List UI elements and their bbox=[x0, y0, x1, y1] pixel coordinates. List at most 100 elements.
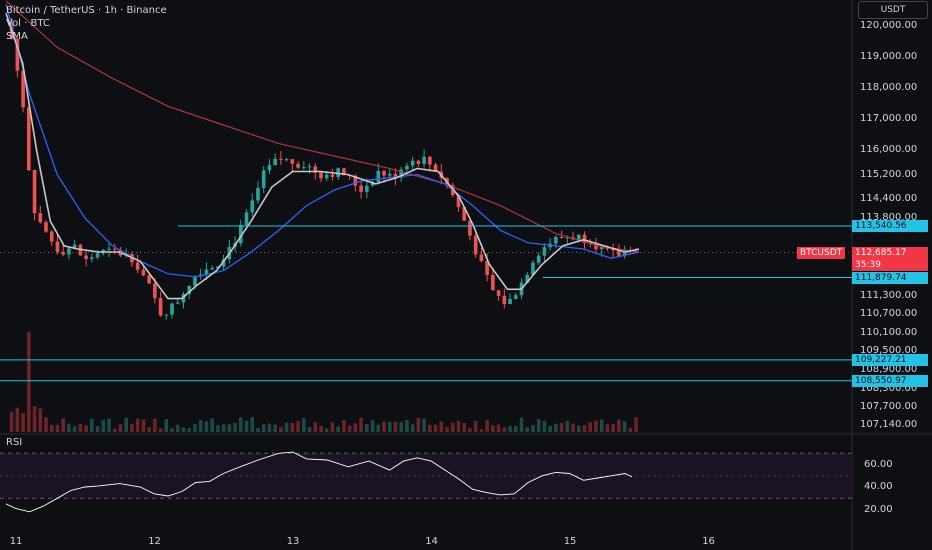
candle-body bbox=[216, 266, 220, 269]
volume-bar bbox=[330, 422, 335, 432]
volume-bar bbox=[175, 424, 180, 432]
candle-body bbox=[141, 269, 146, 276]
candle-body bbox=[508, 298, 512, 304]
candle-body bbox=[536, 255, 541, 263]
price-tick-label: 117,000.00 bbox=[860, 112, 918, 124]
volume-bar bbox=[67, 424, 71, 432]
candle-body bbox=[261, 170, 266, 188]
candle-body bbox=[617, 250, 621, 256]
candle-body bbox=[496, 290, 501, 296]
candle-body bbox=[468, 220, 472, 236]
sma-fast-line bbox=[5, 13, 640, 300]
volume-bar bbox=[559, 423, 564, 432]
candle-body bbox=[382, 170, 386, 176]
volume-bar bbox=[296, 421, 300, 432]
volume-bar bbox=[594, 420, 598, 432]
price-tick-label: 109,500.00 bbox=[860, 345, 918, 357]
price-tick-label: 113,800.00 bbox=[860, 212, 918, 223]
volume-bar bbox=[582, 425, 587, 432]
candle-body bbox=[238, 225, 243, 244]
volume-bar bbox=[605, 424, 610, 432]
candle-body bbox=[433, 164, 438, 172]
volume-bar bbox=[365, 424, 369, 432]
candle-body bbox=[112, 248, 117, 250]
candle-body bbox=[393, 173, 398, 178]
volume-bar bbox=[433, 424, 438, 432]
candle-body bbox=[542, 247, 547, 256]
volume-bar bbox=[450, 422, 455, 432]
candle-body bbox=[273, 158, 277, 166]
volume-bar bbox=[428, 424, 432, 432]
volume-legend: Vol · BTC bbox=[6, 18, 50, 29]
candle-body bbox=[153, 283, 157, 299]
volume-bar bbox=[342, 420, 346, 432]
volume-bar bbox=[554, 423, 558, 432]
candle-body bbox=[342, 168, 346, 175]
candle-body bbox=[49, 231, 54, 242]
price-tick-label: 107,140.00 bbox=[860, 418, 918, 430]
volume-bar bbox=[227, 423, 232, 432]
chart-legend: Bitcoin / TetherUS · 1h · Binance Vol · … bbox=[6, 4, 167, 43]
symbol-price-tag: BTCUSDT bbox=[797, 246, 846, 259]
volume-bar bbox=[576, 425, 581, 432]
candle-body bbox=[319, 172, 323, 179]
candle-body bbox=[313, 166, 318, 173]
volume-bar bbox=[542, 420, 547, 432]
volume-bar bbox=[353, 423, 358, 432]
volume-bar bbox=[181, 427, 186, 432]
level-price-tag: 113,540.56 bbox=[852, 220, 928, 233]
candle-body bbox=[422, 156, 426, 164]
price-tick-label: 116,000.00 bbox=[860, 143, 918, 155]
volume-bar bbox=[55, 424, 60, 432]
candle-body bbox=[428, 156, 432, 165]
volume-bar bbox=[359, 417, 363, 432]
volume-bar bbox=[147, 427, 151, 432]
candle-body bbox=[359, 185, 363, 192]
volume-bar bbox=[370, 420, 375, 432]
volume-bar bbox=[439, 421, 444, 432]
volume-bar bbox=[634, 417, 638, 432]
candle-body bbox=[175, 302, 180, 304]
candle-body bbox=[576, 234, 581, 240]
currency-selector-button[interactable]: USDT bbox=[858, 1, 928, 19]
candle-body bbox=[353, 175, 358, 186]
volume-bar bbox=[204, 421, 209, 432]
volume-bar bbox=[210, 418, 214, 432]
candle-body bbox=[193, 276, 197, 286]
candle-body bbox=[479, 254, 484, 262]
volume-bar bbox=[347, 425, 352, 432]
current-price-value: 112,685.17 bbox=[855, 247, 907, 258]
volume-bar bbox=[95, 426, 100, 432]
price-tick-label: 120,000.00 bbox=[860, 19, 918, 31]
volume-bar bbox=[164, 419, 169, 432]
volume-bar bbox=[319, 425, 323, 432]
volume-bar bbox=[422, 418, 426, 432]
price-tick-label: 111,300.00 bbox=[860, 289, 918, 301]
volume-bar bbox=[456, 421, 461, 432]
price-tick-label: 110,100.00 bbox=[860, 326, 918, 338]
volume-bar bbox=[72, 426, 77, 432]
volume-bar bbox=[193, 424, 197, 432]
level-price-tag: 111,879.74 bbox=[852, 271, 928, 284]
volume-bar bbox=[84, 425, 88, 432]
volume-bar bbox=[9, 411, 14, 432]
candle-body bbox=[456, 195, 461, 208]
candle-body bbox=[67, 248, 71, 255]
volume-bar bbox=[49, 425, 54, 432]
volume-bar bbox=[496, 424, 501, 432]
volume-bar bbox=[445, 427, 449, 432]
candle-body bbox=[290, 159, 295, 164]
volume-bar bbox=[324, 428, 329, 432]
candle-body bbox=[164, 314, 169, 316]
volume-bar bbox=[565, 420, 570, 432]
level-price-tag: 109,227.21 bbox=[852, 353, 928, 366]
candle-body bbox=[147, 275, 151, 284]
candle-body bbox=[170, 303, 174, 315]
volume-bar bbox=[508, 426, 512, 432]
candle-body bbox=[485, 261, 489, 275]
price-tick-label: 108,300.00 bbox=[860, 382, 918, 394]
candle-body bbox=[565, 237, 570, 239]
level-price-tag: 108,550.97 bbox=[852, 374, 928, 387]
candle-body bbox=[72, 244, 77, 249]
